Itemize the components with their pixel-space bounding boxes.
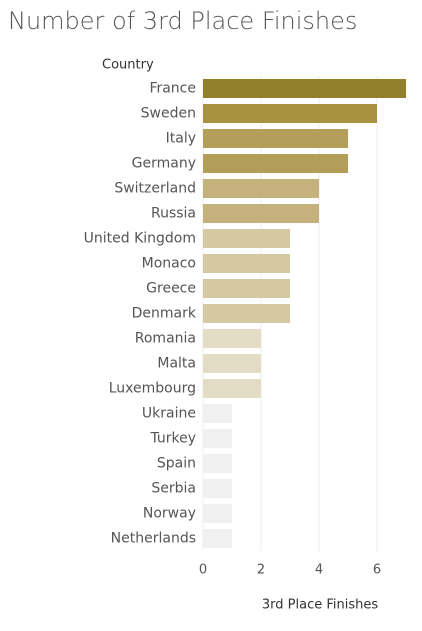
- bar: [203, 129, 348, 148]
- x-tick-label: 4: [315, 563, 323, 578]
- y-tick-label: Switzerland: [114, 181, 196, 197]
- y-tick-label: Sweden: [141, 106, 196, 122]
- chart-title: Number of 3rd Place Finishes: [8, 7, 357, 35]
- bar: [203, 329, 261, 348]
- y-tick-label: United Kingdom: [84, 231, 196, 247]
- y-tick-label: Greece: [146, 281, 196, 297]
- y-tick-label: Norway: [143, 506, 196, 522]
- bar: [203, 154, 348, 173]
- x-tick-label: 2: [257, 563, 265, 578]
- bar: [203, 304, 290, 323]
- bar: [203, 204, 319, 223]
- y-tick-label: Malta: [157, 356, 196, 372]
- bar: [203, 379, 261, 398]
- y-tick-label: Germany: [132, 156, 196, 172]
- bar: [203, 504, 232, 523]
- y-tick-label: Romania: [135, 331, 196, 347]
- bar: [203, 179, 319, 198]
- y-tick-label: Netherlands: [111, 531, 196, 547]
- y-tick-label: Monaco: [142, 256, 196, 272]
- x-tick-label: 0: [199, 563, 207, 578]
- bar: [203, 229, 290, 248]
- x-tick-label: 6: [373, 563, 381, 578]
- bar: [203, 429, 232, 448]
- y-tick-label: Russia: [151, 206, 196, 222]
- x-axis-title: 3rd Place Finishes: [262, 598, 378, 613]
- y-tick-label: Turkey: [149, 431, 196, 447]
- bar: [203, 104, 377, 123]
- y-tick-label: Spain: [157, 456, 196, 472]
- bar: [203, 529, 232, 548]
- bar: [203, 454, 232, 473]
- y-tick-label: France: [149, 81, 196, 97]
- y-tick-label: Ukraine: [142, 406, 196, 422]
- category-header: Country: [102, 58, 154, 73]
- bar: [203, 404, 232, 423]
- bar: [203, 79, 406, 98]
- y-tick-label: Italy: [166, 131, 196, 147]
- y-tick-label: Serbia: [151, 481, 196, 497]
- y-tick-label: Luxembourg: [109, 381, 196, 397]
- bar: [203, 479, 232, 498]
- bar: [203, 254, 290, 273]
- y-tick-label: Denmark: [132, 306, 197, 322]
- bar: [203, 279, 290, 298]
- bar: [203, 354, 261, 373]
